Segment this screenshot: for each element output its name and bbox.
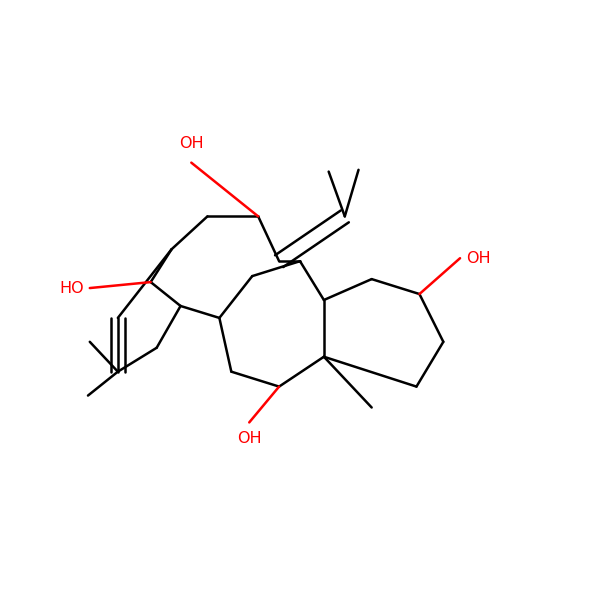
Text: HO: HO (59, 281, 84, 296)
Text: OH: OH (237, 431, 262, 446)
Text: OH: OH (466, 251, 491, 266)
Text: OH: OH (179, 136, 203, 151)
